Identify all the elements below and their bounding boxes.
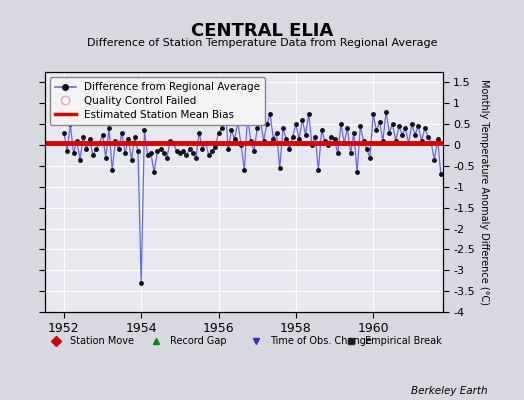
Text: Difference of Station Temperature Data from Regional Average: Difference of Station Temperature Data f… [87,38,437,48]
Text: CENTRAL ELIA: CENTRAL ELIA [191,22,333,40]
Text: Record Gap: Record Gap [170,336,226,346]
Text: Station Move: Station Move [70,336,135,346]
Y-axis label: Monthly Temperature Anomaly Difference (°C): Monthly Temperature Anomaly Difference (… [479,79,489,305]
Text: Time of Obs. Change: Time of Obs. Change [269,336,372,346]
Legend: Difference from Regional Average, Quality Control Failed, Estimated Station Mean: Difference from Regional Average, Qualit… [50,77,265,125]
Text: Empirical Break: Empirical Break [365,336,442,346]
Text: Berkeley Earth: Berkeley Earth [411,386,487,396]
